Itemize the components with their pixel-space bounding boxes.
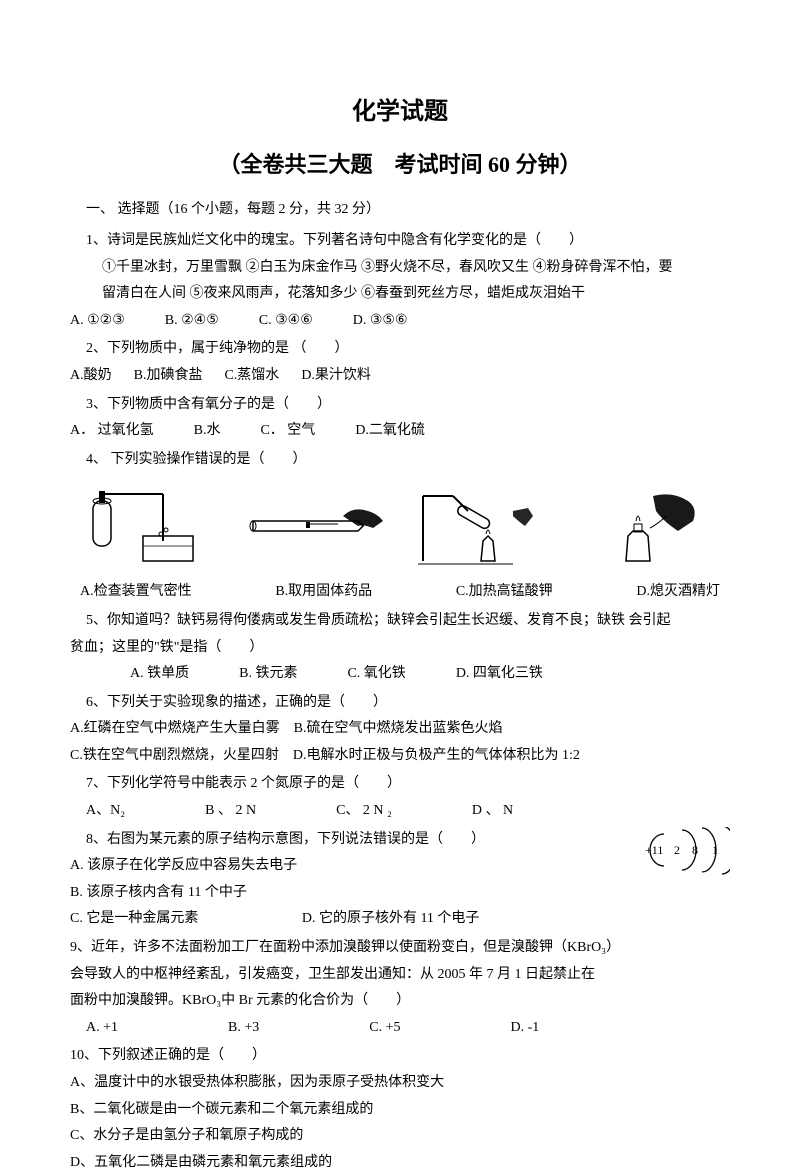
q4-optD: D.熄灭酒精灯 xyxy=(636,579,720,606)
q4-optC: C.加热高锰酸钾 xyxy=(456,579,553,606)
q9-optB: B. +3 xyxy=(228,1015,259,1042)
q9-line1: 9、近年，许多不法面粉加工厂在面粉中添加溴酸钾以使面粉变白，但是溴酸钾（KBrO… xyxy=(70,935,730,962)
q6-stem: 6、下列关于实验现象的描述，正确的是（ ） xyxy=(86,690,730,717)
q8-stem: 8、右图为某元素的原子结构示意图，下列说法错误的是（ ） xyxy=(86,827,730,854)
q5-stem2: 贫血；这里的"铁"是指（ ） xyxy=(70,635,730,662)
q2-optD: D.果汁饮料 xyxy=(301,363,371,390)
q10-stem: 10、下列叙述正确的是（ ） xyxy=(70,1043,730,1070)
q3-optB: B.水 xyxy=(194,418,221,445)
q4-optB: B.取用固体药品 xyxy=(275,579,372,606)
atom-shell3: 1 xyxy=(712,843,718,857)
q4-optA: A.检查装置气密性 xyxy=(80,579,192,606)
diagram-heating-icon xyxy=(413,486,553,571)
q6-optC: C.铁在空气中剧烈燃烧，火星四射 xyxy=(70,743,279,770)
q4-stem: 4、 下列实验操作错误的是（ ） xyxy=(86,447,730,474)
q7-stem: 7、下列化学符号中能表示 2 个氮原子的是（ ） xyxy=(86,771,730,798)
q6-optB: B.硫在空气中燃烧发出蓝紫色火焰 xyxy=(294,716,503,743)
atom-structure-icon: +11 2 8 1 xyxy=(640,827,730,877)
q8-optB: B. 该原子核内含有 11 个中子 xyxy=(70,880,730,907)
q9-optA: A. +1 xyxy=(86,1015,118,1042)
q1-line2: 留清白在人间 ⑤夜来风雨声，花落知多少 ⑥春蚕到死丝方尽，蜡炬成灰泪始干 xyxy=(102,281,730,308)
q1-optA: A. ①②③ xyxy=(70,308,125,335)
atom-nucleus: +11 xyxy=(645,843,663,857)
q2-optC: C.蒸馏水 xyxy=(224,363,279,390)
q8-optA: A. 该原子在化学反应中容易失去电子 xyxy=(70,853,730,880)
diagram-solid-drug-icon xyxy=(248,486,388,571)
q7-optC: C、 2 N ₂ xyxy=(336,798,392,825)
exam-subtitle: （全卷共三大题 考试时间 60 分钟） xyxy=(70,144,730,186)
q5-stem1: 5、你知道吗？缺钙易得佝偻病或发生骨质疏松；缺锌会引起生长迟缓、发育不良；缺铁 … xyxy=(86,608,730,635)
q6-optD: D.电解水时正极与负极产生的气体体积比为 1:2 xyxy=(293,743,580,770)
diagram-extinguish-icon xyxy=(578,486,718,571)
q10-optC: C、水分子是由氢分子和氧原子构成的 xyxy=(70,1123,730,1150)
q9-optC: C. +5 xyxy=(369,1015,400,1042)
q3-optD: D.二氧化硫 xyxy=(355,418,425,445)
section-1-header: 一、 选择题（16 个小题，每题 2 分，共 32 分） xyxy=(86,197,730,224)
q8-optC: C. 它是一种金属元素 xyxy=(70,911,198,926)
q4-diagrams xyxy=(70,481,730,571)
q1-stem: 1、诗词是民族灿烂文化中的瑰宝。下列著名诗句中隐含有化学变化的是（ ） xyxy=(86,228,730,255)
q8-optD: D. 它的原子核外有 11 个电子 xyxy=(302,911,480,926)
q3-stem: 3、下列物质中含有氧分子的是（ ） xyxy=(86,392,730,419)
q10-optA: A、温度计中的水银受热体积膨胀，因为汞原子受热体积变大 xyxy=(70,1070,730,1097)
q2-stem: 2、下列物质中，属于纯净物的是 （ ） xyxy=(86,336,730,363)
q7-optD: D 、 N xyxy=(472,798,513,825)
q10-optB: B、二氧化碳是由一个碳元素和二个氧元素组成的 xyxy=(70,1097,730,1124)
diagram-airtight-icon xyxy=(83,486,223,571)
q9-optD: D. -1 xyxy=(510,1015,539,1042)
q2-optA: A.酸奶 xyxy=(70,363,112,390)
q5-optB: B. 铁元素 xyxy=(239,661,297,688)
exam-title: 化学试题 xyxy=(70,90,730,136)
q7-optA: A、N₂ xyxy=(86,798,125,825)
q7-optB: B 、 2 N xyxy=(205,798,256,825)
q2-optB: B.加碘食盐 xyxy=(134,363,203,390)
q9-line3: 面粉中加溴酸钾。KBrO₃中 Br 元素的化合价为（ ） xyxy=(70,988,730,1015)
q9-line2: 会导致人的中枢神经紊乱，引发癌变，卫生部发出通知：从 2005 年 7 月 1 … xyxy=(70,962,730,989)
q5-optD: D. 四氧化三铁 xyxy=(456,661,543,688)
q1-optD: D. ③⑤⑥ xyxy=(353,308,408,335)
q10-optD: D、五氧化二磷是由磷元素和氧元素组成的 xyxy=(70,1150,730,1176)
atom-shell1: 2 xyxy=(674,843,680,857)
q1-optC: C. ③④⑥ xyxy=(259,308,313,335)
q1-line1: ①千里冰封，万里雪飘 ②白玉为床金作马 ③野火烧不尽，春风吹又生 ④粉身碎骨浑不… xyxy=(102,255,730,282)
q3-optA: A． 过氧化氢 xyxy=(70,418,154,445)
q5-optA: A. 铁单质 xyxy=(130,661,189,688)
q6-optA: A.红磷在空气中燃烧产生大量白雾 xyxy=(70,716,280,743)
q1-optB: B. ②④⑤ xyxy=(165,308,219,335)
atom-shell2: 8 xyxy=(692,843,698,857)
q3-optC: C． 空气 xyxy=(260,418,315,445)
q5-optC: C. 氧化铁 xyxy=(347,661,405,688)
